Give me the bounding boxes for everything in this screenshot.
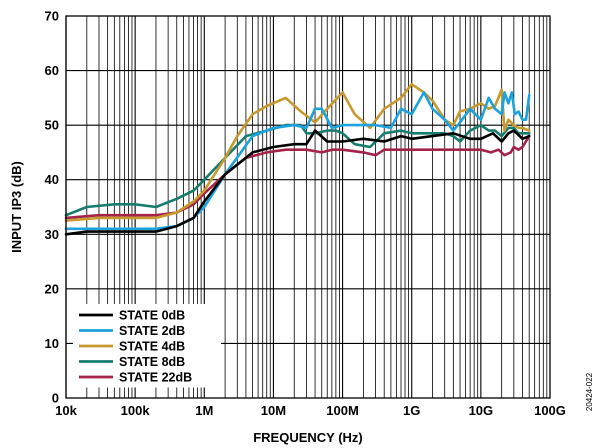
x-axis-title: FREQUENCY (Hz): [253, 430, 363, 445]
y-tick-label: 70: [45, 9, 59, 24]
y-tick-label: 50: [45, 118, 59, 133]
y-axis-title: INPUT IP3 (dB): [9, 161, 24, 253]
series-line-state-8db: [64, 123, 531, 217]
legend-label: STATE 22dB: [119, 371, 192, 385]
x-tick-label: 100G: [534, 403, 566, 418]
plot-frame: [65, 15, 551, 399]
series-lines: [64, 82, 531, 236]
y-tick-label: 60: [45, 63, 59, 78]
x-tick-label: 100k: [121, 403, 151, 418]
legend-label: STATE 8dB: [119, 355, 185, 369]
series-line-state-0db: [64, 129, 531, 236]
legend-label: STATE 0dB: [119, 309, 185, 323]
x-tick-label: 10k: [55, 403, 77, 418]
x-tick-label: 100M: [326, 403, 359, 418]
series-line-state-2db: [64, 91, 531, 231]
x-tick-label: 1M: [195, 403, 213, 418]
figure-id: 20424-022: [585, 372, 594, 411]
series-line-state-4db: [64, 82, 531, 222]
tick-labels: 10k 100k 1M 10M 100M 1G 10G 100G 0 10 20 30 40 50 60 70: [45, 9, 566, 419]
y-tick-label: 20: [45, 281, 59, 296]
y-tick-label: 10: [45, 336, 59, 351]
x-tick-label: 10G: [469, 403, 494, 418]
y-tick-label: 40: [45, 172, 59, 187]
y-tick-label: 0: [52, 391, 59, 406]
x-tick-label: 10M: [261, 403, 286, 418]
legend-label: STATE 4dB: [119, 340, 185, 354]
y-tick-label: 30: [45, 227, 59, 242]
x-tick-label: 1G: [403, 403, 420, 418]
series-line-state-22db: [64, 134, 531, 220]
legend-label: STATE 2dB: [119, 324, 185, 338]
